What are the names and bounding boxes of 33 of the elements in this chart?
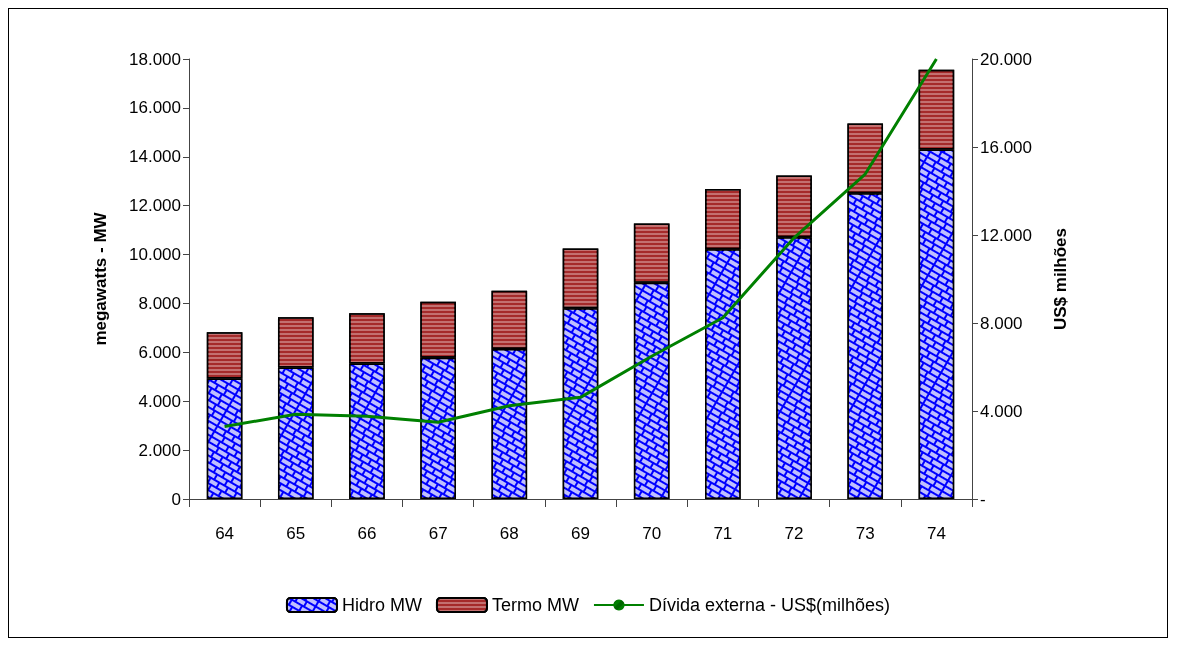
x-tick-label: 67 (428, 524, 448, 543)
legend-label: Dívida externa - US$(milhões) (648, 595, 891, 615)
y-tick-label: 8.000 (138, 293, 181, 313)
y-tick-label: 0 (171, 489, 181, 509)
y-tick-label: 4.000 (138, 391, 181, 411)
y-tick-label: 2.000 (138, 440, 181, 460)
y2-tick-label: 16.000 (980, 137, 1032, 157)
x-tick-label: 65 (286, 524, 306, 543)
x-tick-label: 71 (713, 524, 733, 543)
x-tick-label: 64 (215, 524, 235, 543)
y-tick-label: 10.000 (129, 245, 181, 265)
y2-tick-label: 4.000 (980, 401, 1023, 421)
y-tick-label: 14.000 (129, 147, 181, 167)
y-tick-label: 16.000 (129, 98, 181, 118)
y2-axis-title: US$ milhões (1051, 227, 1070, 331)
x-tick-label: 68 (499, 524, 519, 543)
y-tick-label: 12.000 (129, 196, 181, 216)
y2-tick-label: 12.000 (980, 225, 1032, 245)
y2-tick-label: 20.000 (980, 49, 1032, 69)
y-axis-title: megawatts - MW (91, 211, 110, 346)
y-tick-label: 6.000 (138, 342, 181, 362)
x-tick-label: 74 (926, 524, 946, 543)
y-tick-label: 18.000 (129, 49, 181, 69)
y2-tick-label: 8.000 (980, 313, 1023, 333)
x-tick-label: 72 (784, 524, 804, 543)
x-tick-label: 69 (571, 524, 590, 543)
x-tick-label: 66 (357, 524, 377, 543)
x-tick-label: 70 (642, 524, 662, 543)
x-tick-label: 73 (855, 524, 875, 543)
legend-label: Hidro MW (341, 595, 422, 615)
legend-label: Termo MW (491, 595, 579, 615)
y2-tick-label: - (980, 489, 986, 509)
line-series (223, 57, 938, 428)
